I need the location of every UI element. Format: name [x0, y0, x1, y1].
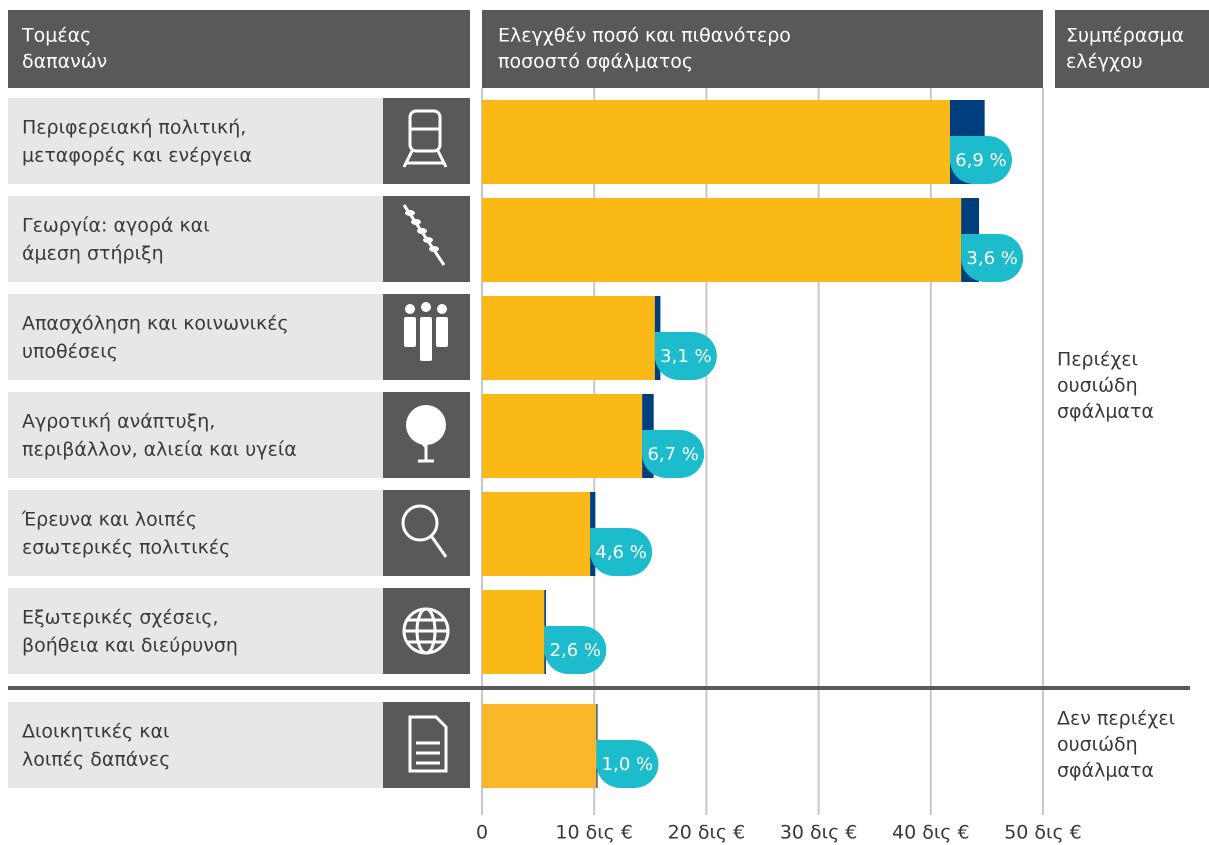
header: ποσοστό σφάλματος [498, 51, 693, 73]
error-badge [654, 332, 717, 380]
icon [423, 237, 433, 243]
bar [482, 100, 950, 184]
header-bg [482, 10, 1043, 88]
category-label: Διοικητικές και [22, 721, 169, 743]
bar [482, 492, 591, 576]
category-label: Αγροτική ανάπτυξη, [22, 411, 215, 433]
icon [404, 317, 416, 347]
icon [401, 504, 439, 542]
category-label: άμεση στήριξη [22, 243, 164, 265]
icon [402, 150, 448, 168]
conclusion: ουσιώδη [1057, 375, 1138, 397]
icon [405, 210, 415, 216]
icon [402, 204, 446, 266]
category-label: Εξωτερικές σχέσεις, [22, 607, 219, 629]
label-bg [8, 702, 383, 788]
icon [429, 246, 439, 252]
error-badge [949, 136, 1012, 184]
category-label: περιβάλλον, αλιεία και υγεία [22, 439, 297, 461]
bar [482, 704, 597, 788]
conclusion: ουσιώδη [1057, 734, 1138, 756]
x-tick-label: 30 δις € [780, 822, 858, 844]
error-label: 6,7 % [647, 444, 698, 465]
label-bg [8, 392, 383, 478]
x-tick-label: 0 [476, 822, 488, 844]
bar [482, 394, 643, 478]
icon [404, 618, 448, 644]
label-bg [8, 588, 383, 674]
header-bg [8, 10, 470, 88]
category-label: λοιπές δαπάνες [22, 749, 170, 771]
icon [411, 219, 421, 225]
icon [408, 109, 442, 153]
label-bg [8, 98, 383, 184]
category-label: Γεωργία: αγορά και [22, 215, 210, 237]
category-label: υποθέσεις [22, 341, 118, 363]
conclusion: σφάλματα [1057, 401, 1154, 423]
icon [420, 317, 432, 361]
label-bg [8, 196, 383, 282]
error-label: 1,0 % [602, 754, 653, 775]
bar [482, 296, 655, 380]
category-label: Περιφερειακή πολιτική, [22, 117, 246, 139]
icon [404, 302, 448, 361]
icon [406, 405, 446, 445]
header: Τομέας [21, 25, 91, 47]
error-badge [961, 234, 1024, 282]
error-label: 3,1 % [660, 346, 711, 367]
bar [482, 198, 962, 282]
header: Ελεγχθέν ποσό και πιθανότερο [498, 25, 791, 47]
rows: Περιφερειακή πολιτική, μεταφορές και ενέρ… [8, 98, 1190, 789]
conclusion: Περιέχει [1057, 349, 1138, 371]
error-label: 2,6 % [550, 640, 601, 661]
conclusion: σφάλματα [1057, 760, 1154, 782]
error-badge [642, 430, 705, 478]
icon [405, 304, 415, 314]
conclusion: Δεν περιέχει [1057, 708, 1175, 730]
icon-bg [383, 702, 470, 788]
header: δαπανών [22, 51, 107, 73]
x-tick-label: 50 δις € [1004, 822, 1082, 844]
category-label: εσωτερικές πολιτικές [22, 537, 230, 559]
header: ελέγχου [1066, 51, 1143, 73]
label-bg [8, 490, 383, 576]
bar [482, 590, 545, 674]
icon [408, 715, 448, 773]
x-tick-label: 10 δις € [555, 822, 633, 844]
error-badge [590, 528, 653, 576]
icon [402, 109, 448, 168]
category-label: Έρευνα και λοιπές [21, 509, 197, 531]
error-label: 3,6 % [966, 248, 1017, 269]
label-bg [8, 294, 383, 380]
error-label: 4,6 % [595, 542, 646, 563]
icon [437, 304, 447, 314]
category-label: μεταφορές και ενέργεια [22, 145, 252, 167]
icon [436, 317, 448, 347]
x-tick-label: 40 δις € [892, 822, 970, 844]
error-badge [596, 740, 659, 789]
icon [408, 715, 448, 773]
category-label: βοήθεια και διεύρυνση [22, 635, 238, 657]
icon [406, 405, 446, 463]
header-bg [1055, 10, 1209, 88]
icon [417, 228, 427, 234]
icon [402, 607, 450, 655]
icon [421, 302, 431, 312]
icon [401, 504, 448, 558]
error-badge [544, 626, 607, 674]
icon-bg [383, 490, 470, 576]
icon [416, 435, 435, 463]
header: Συμπέρασμα [1066, 25, 1184, 47]
error-label: 6,9 % [955, 150, 1006, 171]
x-tick-label: 20 δις € [668, 822, 746, 844]
category-label: Απασχόληση και κοινωνικές [22, 313, 289, 335]
icon [430, 536, 448, 558]
